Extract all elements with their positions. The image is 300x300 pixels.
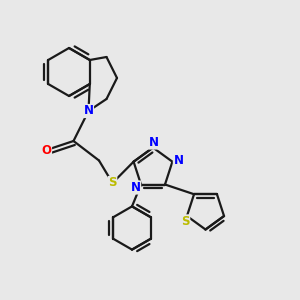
Text: O: O bbox=[41, 143, 52, 157]
Text: N: N bbox=[148, 136, 159, 149]
Text: S: S bbox=[108, 176, 117, 190]
Text: N: N bbox=[173, 154, 183, 167]
Text: S: S bbox=[181, 215, 190, 228]
Text: N: N bbox=[130, 181, 141, 194]
Text: N: N bbox=[83, 104, 94, 118]
